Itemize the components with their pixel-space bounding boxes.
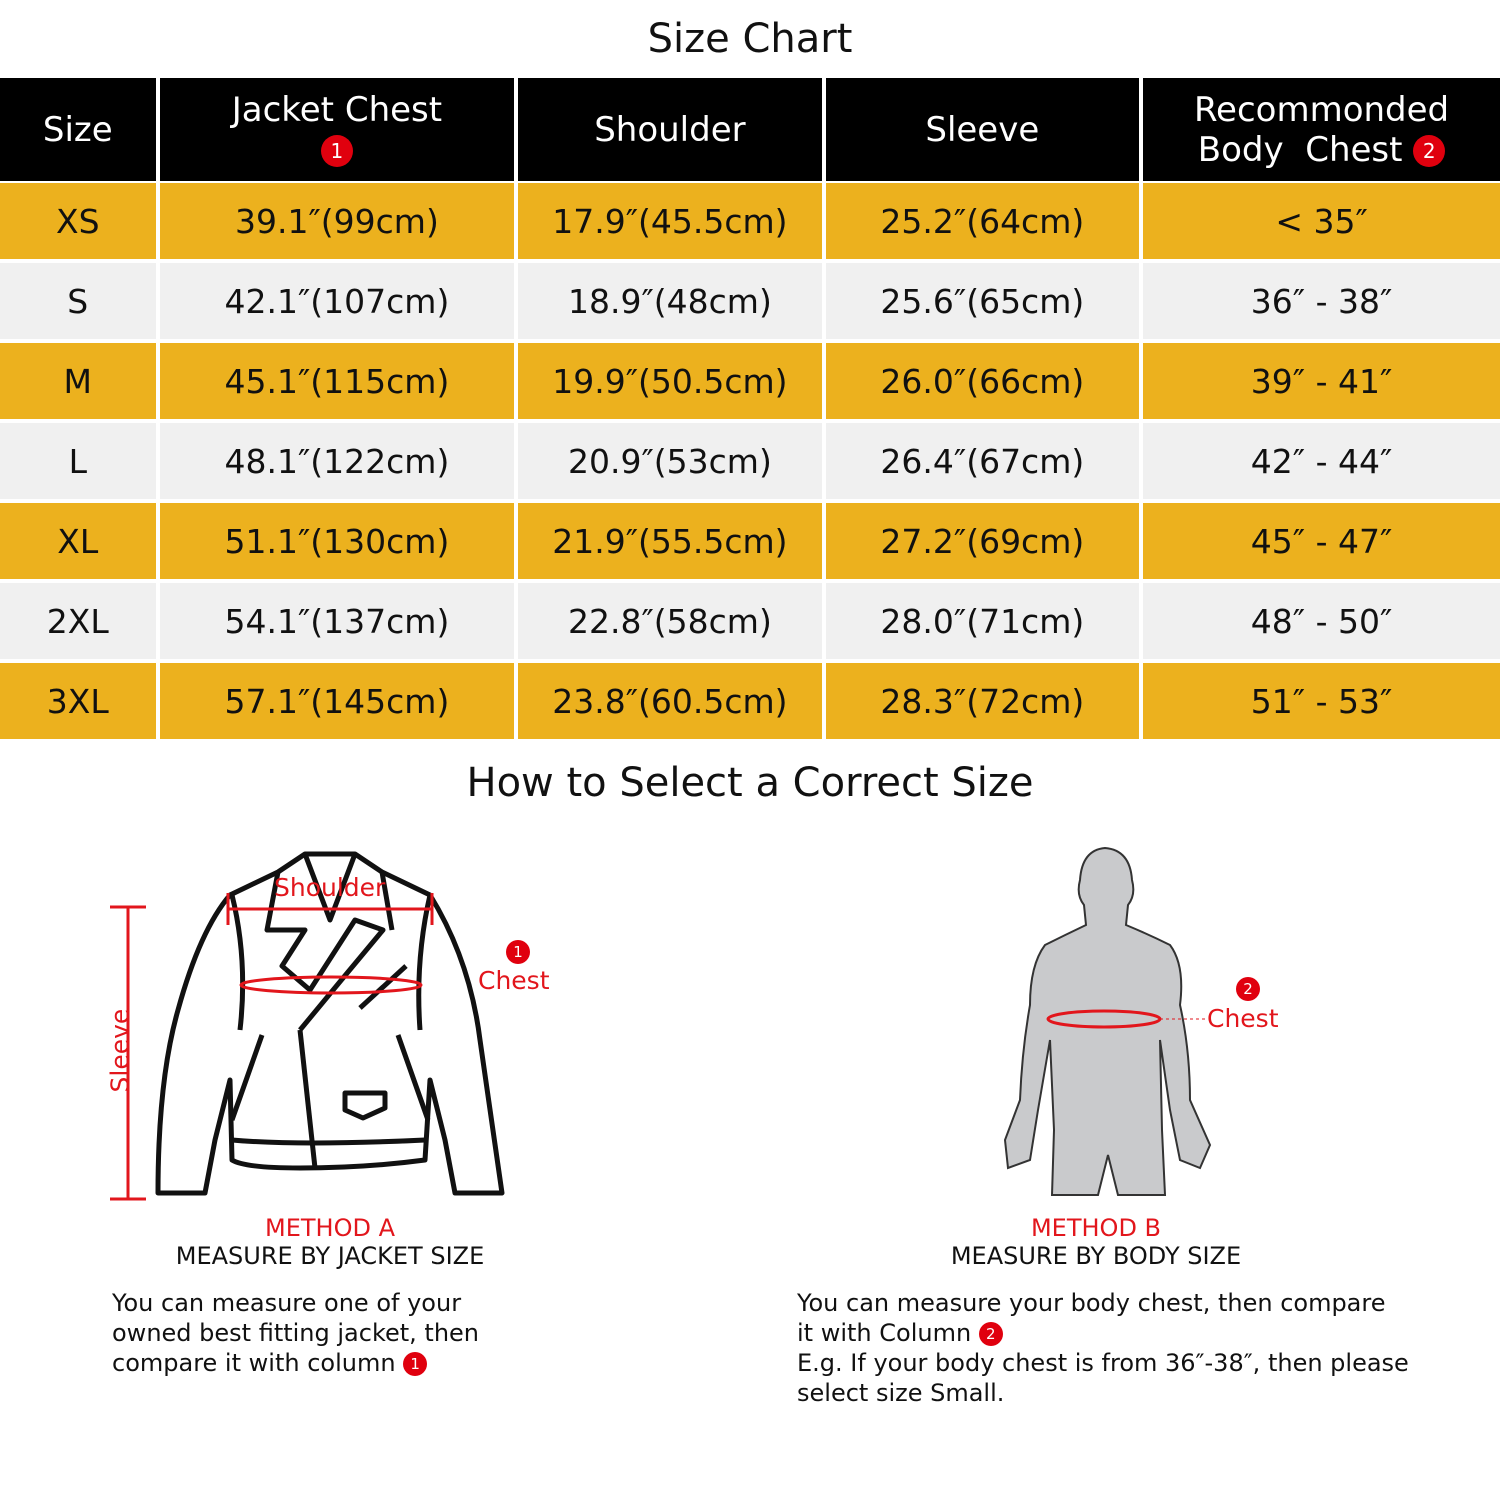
chest-label-b: Chest <box>1207 1004 1279 1033</box>
table-cell: 48.1″(122cm) <box>159 421 515 501</box>
header-sleeve: Sleeve <box>825 78 1140 181</box>
table-cell: 42.1″(107cm) <box>159 261 515 341</box>
header-body-chest: Recommonded Body Chest 2 <box>1143 78 1500 181</box>
header-size: Size <box>0 78 156 181</box>
table-cell: 27.2″(69cm) <box>825 501 1140 581</box>
table-cell: 23.8″(60.5cm) <box>518 661 822 741</box>
table-cell: 28.3″(72cm) <box>825 661 1140 741</box>
sleeve-label: Sleeve <box>105 1008 135 1093</box>
guide-title: How to Select a Correct Size <box>466 760 1034 806</box>
jacket-measure-lines <box>110 893 434 1201</box>
table-cell: 3XL <box>0 661 156 741</box>
method-b-subtitle: MEASURE BY BODY SIZE <box>950 1242 1242 1270</box>
size-chart-table: Size Jacket Chest 1 Shoulder Sleeve Recom… <box>0 78 1500 741</box>
table-cell: 18.9″(48cm) <box>518 261 822 341</box>
table-cell: 21.9″(55.5cm) <box>518 501 822 581</box>
table-cell: 42″ - 44″ <box>1143 421 1500 501</box>
table-cell: 26.4″(67cm) <box>825 421 1140 501</box>
method-a-subtitle: MEASURE BY JACKET SIZE <box>175 1242 485 1270</box>
table-cell: S <box>0 261 156 341</box>
table-row: M 45.1″(115cm) 19.9″(50.5cm) 26.0″(66cm) 39″… <box>0 341 1500 421</box>
header-shoulder: Shoulder <box>518 78 822 181</box>
badge-2: 2 <box>1236 977 1260 1001</box>
table-cell: 28.0″(71cm) <box>825 581 1140 661</box>
chest-label-a: Chest <box>478 966 550 995</box>
table-cell: 17.9″(45.5cm) <box>518 181 822 261</box>
table-cell: 51.1″(130cm) <box>159 501 515 581</box>
table-cell: 39″ - 41″ <box>1143 341 1500 421</box>
table-cell: L <box>0 421 156 501</box>
badge-1: 1 <box>320 135 353 167</box>
method-b-description: You can measure your body chest, then co… <box>797 1289 1409 1407</box>
table-cell: 2XL <box>0 581 156 661</box>
table-cell: 48″ - 50″ <box>1143 581 1500 661</box>
table-row: XS 39.1″(99cm) 17.9″(45.5cm) 25.2″(64cm) < 3… <box>0 181 1500 261</box>
table-row: XL 51.1″(130cm) 21.9″(55.5cm) 27.2″(69cm) 45… <box>0 501 1500 581</box>
table-row: 2XL 54.1″(137cm) 22.8″(58cm) 28.0″(71cm) 48″… <box>0 581 1500 661</box>
table-row: L 48.1″(122cm) 20.9″(53cm) 26.4″(67cm) 42″ -… <box>0 421 1500 501</box>
table-cell: 45″ - 47″ <box>1143 501 1500 581</box>
header-label: Jacket Chest <box>231 89 443 130</box>
jacket-icon <box>155 851 505 1196</box>
method-b-name: METHOD B <box>1030 1214 1162 1242</box>
table-cell: M <box>0 341 156 421</box>
table-cell: 25.2″(64cm) <box>825 181 1140 261</box>
table-cell: 25.6″(65cm) <box>825 261 1140 341</box>
table-cell: 39.1″(99cm) <box>159 181 515 261</box>
page-title: Size Chart <box>647 16 853 62</box>
table-cell: 20.9″(53cm) <box>518 421 822 501</box>
table-cell: 51″ - 53″ <box>1143 661 1500 741</box>
body-silhouette-icon <box>1003 846 1212 1196</box>
badge-1: 1 <box>403 1352 428 1376</box>
table-cell: 45.1″(115cm) <box>159 341 515 421</box>
header-label: Recommonded <box>1193 89 1450 130</box>
badge-2: 2 <box>978 1322 1003 1346</box>
header-jacket-chest: Jacket Chest 1 <box>159 78 515 181</box>
table-cell: 54.1″(137cm) <box>159 581 515 661</box>
table-cell: XL <box>0 501 156 581</box>
table-cell: 57.1″(145cm) <box>159 661 515 741</box>
badge-2: 2 <box>1413 135 1446 167</box>
table-cell: 19.9″(50.5cm) <box>518 341 822 421</box>
table-cell: < 35″ <box>1143 181 1500 261</box>
table-cell: XS <box>0 181 156 261</box>
table-cell: 36″ - 38″ <box>1143 261 1500 341</box>
method-a-description: You can measure one of your owned best f… <box>112 1289 480 1377</box>
method-a-name: METHOD A <box>265 1214 395 1242</box>
table-cell: 22.8″(58cm) <box>518 581 822 661</box>
table-row: S 42.1″(107cm) 18.9″(48cm) 25.6″(65cm) 36″ -… <box>0 261 1500 341</box>
badge-1: 1 <box>506 940 530 964</box>
shoulder-label: Shoulder <box>274 873 386 902</box>
table-row: 3XL 57.1″(145cm) 23.8″(60.5cm) 28.3″(72cm) 5… <box>0 661 1500 741</box>
table-header-row: Size Jacket Chest 1 Shoulder Sleeve Recom… <box>0 78 1500 181</box>
header-label: Body Chest <box>1197 129 1403 170</box>
table-cell: 26.0″(66cm) <box>825 341 1140 421</box>
